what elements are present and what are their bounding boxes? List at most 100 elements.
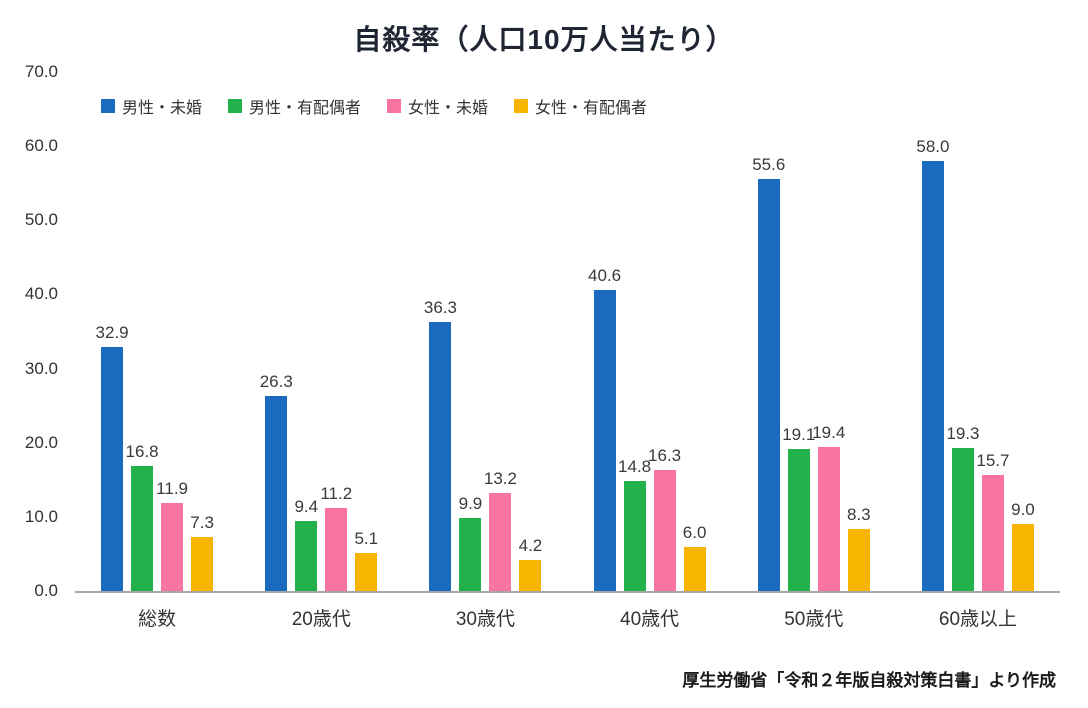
- bar-wrapper: 13.2: [484, 72, 517, 591]
- bar: [787, 449, 810, 591]
- bar: [981, 474, 1004, 591]
- legend-swatch: [228, 99, 243, 113]
- bar-value-label: 9.0: [1011, 500, 1035, 520]
- bar: [489, 493, 512, 591]
- chart-title: 自殺率（人口10万人当たり）: [353, 24, 735, 55]
- legend-label: 女性・未婚: [408, 100, 489, 117]
- bar-wrapper: 58.0: [916, 72, 949, 591]
- bar-value-label: 11.2: [320, 483, 353, 503]
- bar-wrapper: 11.9: [156, 72, 188, 591]
- legend-swatch: [514, 99, 529, 113]
- bar-value-label: 40.6: [588, 265, 622, 285]
- bar-value-label: 7.3: [190, 512, 214, 532]
- bar: [623, 481, 646, 591]
- bar-value-label: 6.0: [682, 522, 707, 542]
- y-tick-label: 0.0: [34, 581, 58, 600]
- y-tick-label: 40.0: [24, 284, 58, 304]
- bar-value-label: 19.4: [812, 423, 846, 443]
- bar: [131, 466, 154, 591]
- bar: [519, 559, 542, 591]
- bar-wrapper: 36.3: [424, 72, 457, 591]
- bar-wrapper: 40.6: [588, 72, 621, 591]
- bar-value-label: 55.6: [752, 154, 786, 174]
- bar-value-label: 19.3: [946, 423, 980, 443]
- legend-item: 女性・未婚: [387, 94, 488, 118]
- bar: [1011, 524, 1034, 591]
- bar-value-label: 26.3: [259, 372, 293, 392]
- legend-label: 男性・未婚: [122, 100, 203, 117]
- legend-label: 女性・有配偶者: [535, 100, 648, 117]
- x-category-label: 40歳代: [620, 609, 680, 630]
- bar-wrapper: 15.7: [976, 72, 1009, 591]
- bar: [355, 553, 378, 591]
- x-category-label: 20歳代: [291, 609, 351, 630]
- bar: [593, 289, 616, 591]
- bar: [295, 521, 318, 591]
- bar: [757, 178, 780, 591]
- bar: [653, 470, 676, 591]
- bar: [951, 447, 974, 591]
- bar-wrapper: 19.3: [946, 72, 979, 591]
- x-category-label: 30歳代: [455, 609, 515, 630]
- legend-item: 男性・有配偶者: [228, 94, 361, 118]
- bar-wrapper: 19.4: [812, 72, 845, 591]
- bar-wrapper: 5.1: [354, 72, 379, 591]
- x-category-label: 総数: [138, 609, 177, 630]
- bar: [191, 536, 214, 591]
- bar-value-label: 9.4: [294, 497, 319, 517]
- x-category-label: 60歳以上: [938, 609, 1018, 630]
- bar-group: 58.0 19.3 15.7 9.0: [896, 72, 1060, 591]
- bar: [101, 347, 124, 591]
- bar-value-label: 36.3: [423, 297, 457, 317]
- bar: [265, 396, 288, 591]
- bar-wrapper: 19.1: [782, 72, 815, 591]
- bar-value-label: 13.2: [483, 469, 517, 489]
- bar-wrapper: 8.3: [847, 72, 871, 591]
- bar-value-label: 19.1: [782, 425, 816, 445]
- bar-value-label: 16.8: [125, 442, 159, 462]
- bar-wrapper: 6.0: [682, 72, 707, 591]
- bar: [683, 546, 706, 591]
- bar: [161, 502, 184, 591]
- bar-value-label: 9.9: [458, 493, 483, 513]
- legend-swatch: [101, 99, 115, 113]
- bar-value-label: 32.9: [95, 323, 129, 343]
- y-tick-label: 20.0: [24, 432, 58, 452]
- bar-wrapper: 9.4: [294, 72, 319, 591]
- y-tick-label: 50.0: [24, 210, 58, 230]
- bar-wrapper: 7.3: [190, 72, 214, 591]
- y-tick-label: 70.0: [24, 62, 58, 81]
- bar-value-label: 5.1: [354, 529, 379, 549]
- bar-wrapper: 11.2: [320, 72, 352, 591]
- bar-wrapper: 9.0: [1011, 72, 1035, 591]
- bar-group: 32.9 16.8 11.9 7.3: [75, 72, 239, 591]
- legend-label: 男性・有配偶者: [249, 100, 362, 117]
- bar-wrapper: 9.9: [458, 72, 483, 591]
- legend-item: 男性・未婚: [101, 94, 202, 118]
- plot-area: 32.9 16.8 11.9 7.3 26.3 9.4 11.2 5.1 36.3 9.9 13.2…: [75, 72, 1060, 593]
- bar-wrapper: 4.2: [518, 72, 543, 591]
- legend-swatch: [387, 99, 402, 113]
- bar-value-label: 4.2: [518, 535, 543, 555]
- bar: [847, 529, 870, 591]
- bar-value-label: 58.0: [916, 136, 950, 156]
- bar-wrapper: 32.9: [96, 72, 129, 591]
- y-tick-label: 60.0: [24, 136, 58, 156]
- bar: [325, 507, 348, 591]
- bar-wrapper: 55.6: [752, 72, 785, 591]
- bar-value-label: 11.9: [156, 478, 188, 498]
- bar-group: 26.3 9.4 11.2 5.1: [239, 72, 403, 591]
- y-tick-label: 30.0: [24, 358, 58, 378]
- bar-groups: 32.9 16.8 11.9 7.3 26.3 9.4 11.2 5.1 36.3 9.9 13.2…: [75, 72, 1060, 591]
- x-axis: 総数 20歳代 30歳代 40歳代 50歳代 60歳以上: [75, 604, 1060, 631]
- legend: 男性・未婚 男性・有配偶者 女性・未婚 女性・有配偶者: [101, 94, 647, 118]
- bar: [817, 447, 840, 591]
- legend-item: 女性・有配偶者: [514, 94, 647, 118]
- bar-wrapper: 14.8: [618, 72, 651, 591]
- bar-wrapper: 26.3: [260, 72, 293, 591]
- bar: [429, 321, 452, 591]
- x-category-label: 50歳代: [784, 609, 844, 630]
- bar-value-label: 14.8: [618, 457, 652, 477]
- bar-wrapper: 16.8: [126, 72, 159, 591]
